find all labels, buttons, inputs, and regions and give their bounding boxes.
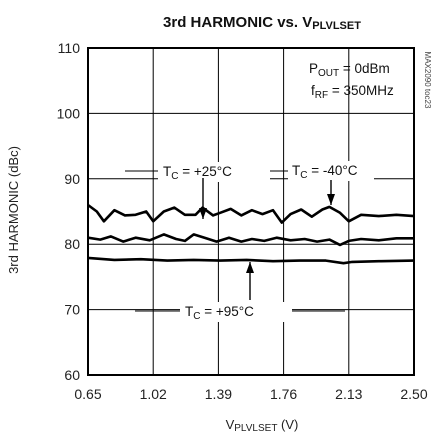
chart-title-main: 3rd HARMONIC vs. V [163,14,312,31]
chart-title-sub: PLVLSET [312,20,361,32]
x-tick-label: 2.13 [335,386,362,402]
annotation-label-2: TC = +95°C [185,304,254,322]
x-axis-label-sub: PLVLSET [234,423,277,434]
y-tick-label: 90 [64,171,80,187]
annotation-arrowhead-2 [246,262,254,273]
x-tick-label: 1.02 [140,386,167,402]
annotation-bg-1 [288,161,374,181]
plot-frame [87,47,415,376]
annotation-bg-2 [180,302,292,322]
annotations: TC = +25°C TC = -40°C TC = +95°C [125,161,374,322]
annotation-arrowhead-1 [327,194,335,205]
y-tick-label: 70 [64,302,80,318]
chart-title: 3rd HARMONIC vs. VPLVLSET [163,14,361,32]
series-line-2 [87,256,415,265]
annotation-arrowhead-0 [199,208,207,219]
series-layer [87,203,415,265]
x-tick-label: 1.39 [205,386,232,402]
x-axis-label: VPLVLSET (V) [226,417,299,434]
y-tick-label: 110 [58,40,81,56]
y-tick-labels: 60 70 80 90 100 110 [57,40,81,383]
y-tick-label: 60 [64,367,80,383]
condition-0: POUT = 0dBm [309,61,390,79]
y-axis-label: 3rd HARMONIC (dBc) [6,146,21,274]
y-tick-label: 100 [57,105,81,121]
annotation-bg-0 [158,162,270,182]
annotation-label-1: TC = -40°C [292,163,358,181]
y-tick-label: 80 [64,236,80,252]
chart-code: MAX2090 toc23 [423,52,432,109]
series-line-0 [87,233,414,247]
annotation-label-0: TC = +25°C [163,164,232,182]
x-tick-label: 2.50 [400,386,427,402]
x-tick-label: 1.76 [270,386,297,402]
conditions: POUT = 0dBm fRF = 350MHz [309,61,394,101]
x-tick-labels: 0.65 1.02 1.39 1.76 2.13 2.50 [74,386,427,402]
condition-1: fRF = 350MHz [311,83,394,101]
x-axis-label-unit: (V) [277,417,298,432]
x-tick-label: 0.65 [74,386,101,402]
x-axis-label-main: V [226,417,235,432]
series-line-1 [87,203,415,224]
